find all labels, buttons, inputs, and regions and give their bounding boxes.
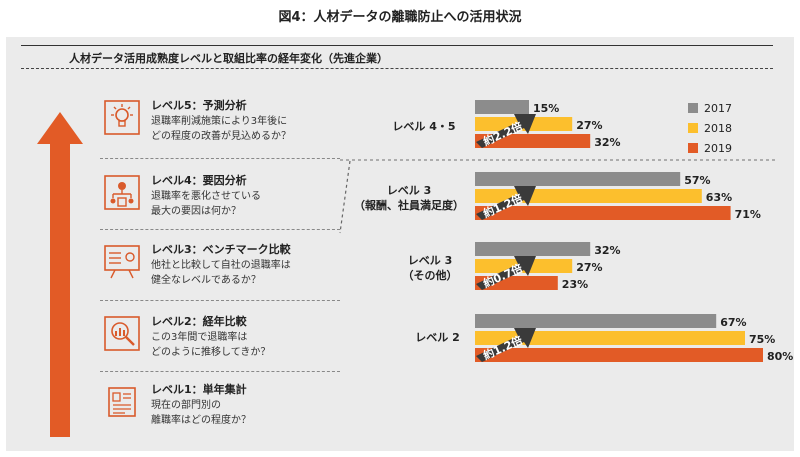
header-rule [21, 45, 773, 46]
level-divider [100, 158, 340, 159]
bar-value-label: 27% [576, 119, 602, 132]
bar-2017 [475, 172, 681, 186]
level-4-name: レベル4：要因分析 [151, 174, 247, 187]
bar-2018 [475, 331, 745, 345]
level-divider [100, 300, 340, 301]
legend-swatch [688, 103, 698, 113]
bar-value-label: 75% [749, 333, 775, 346]
bar-value-label: 67% [720, 316, 746, 329]
level-3-desc-line1: 他社と比較して自社の退職率は [151, 260, 291, 271]
category-label-line1: レベル 2 [415, 331, 460, 344]
ratio-arrow-icon [476, 256, 536, 290]
level-5-desc: 退職率削減施策により3年後に どの程度の改善が見込めるか？ [151, 114, 291, 144]
legend-label: 2017 [704, 101, 732, 115]
category-label-line1: レベル 3 [407, 254, 453, 267]
category-label-line1: レベル 3 [386, 184, 432, 197]
category-label: レベル 4・5 [375, 119, 473, 134]
bar-value-label: 63% [706, 191, 732, 204]
bar-value-label: 32% [594, 244, 620, 257]
bar-2019 [475, 348, 763, 362]
category-label: レベル 2 [400, 330, 475, 345]
ratio-arrow-icon [476, 186, 536, 220]
bar-value-label: 57% [684, 174, 710, 187]
magnifier-chart-icon [104, 316, 140, 351]
level-divider [100, 229, 340, 230]
chart-subtitle: 人材データ活用成熟度レベルと取組比率の経年変化（先進企業） [69, 52, 388, 65]
lightbulb-icon [104, 100, 140, 135]
level-2-desc: この3年間で退職率は どのように推移してきか？ [151, 330, 270, 360]
level-3-name: レベル3：ベンチマーク比較 [151, 243, 291, 256]
category-label: レベル 3 （報酬、社員満足度） [345, 183, 473, 213]
category-label: レベル 3 （その他） [385, 253, 475, 283]
presentation-board-icon [104, 245, 140, 279]
level-1-desc-line1: 現在の部門別の [151, 400, 221, 411]
bar-value-label: 27% [576, 261, 602, 274]
figure-title: 図4：人材データの離職防止への活用状況 [278, 10, 522, 25]
level-divider [100, 371, 340, 372]
level-5-desc-line1: 退職率削減施策により3年後に [151, 116, 288, 127]
level-4-desc: 退職率を悪化させている 最大の要因は何か？ [151, 189, 261, 219]
legend-item: 2018 [688, 118, 732, 138]
maturity-arrow-icon [37, 112, 83, 437]
hierarchy-icon [104, 175, 140, 210]
bar-value-label: 80% [767, 350, 793, 363]
category-label-line2: （その他） [402, 269, 458, 282]
level-3-desc-line2: 健全なレベルであるか？ [151, 275, 261, 286]
legend-label: 2018 [704, 121, 732, 135]
bar-2019 [475, 206, 731, 220]
category-label-line2: （報酬、社員満足度） [354, 199, 464, 212]
bar-2017 [475, 100, 529, 114]
legend-swatch [688, 123, 698, 133]
category-label-line1: レベル 4・5 [392, 120, 456, 133]
level-2-name: レベル2：経年比較 [151, 315, 247, 328]
legend-label: 2019 [704, 141, 732, 155]
chart-legend: 2017 2018 2019 [688, 98, 732, 158]
level-1-desc-line2: 離職率はどの程度か？ [151, 415, 251, 426]
bar-value-label: 32% [594, 136, 620, 149]
legend-swatch [688, 143, 698, 153]
level-5-name: レベル5：予測分析 [151, 99, 247, 112]
figure-panel [6, 37, 794, 451]
legend-item: 2019 [688, 138, 732, 158]
ratio-arrow-icon [476, 328, 536, 362]
level-2-desc-line2: どのように推移してきか？ [151, 347, 271, 358]
chart-divider-line [340, 159, 775, 161]
ratio-arrow-icon [476, 114, 536, 148]
header-dashed-rule [21, 68, 773, 69]
bar-value-label: 15% [533, 102, 559, 115]
bar-2017 [475, 242, 591, 256]
bar-value-label: 23% [562, 278, 588, 291]
bar-value-label: 71% [735, 208, 761, 221]
document-icon [108, 387, 136, 417]
legend-item: 2017 [688, 98, 732, 118]
level-1-name: レベル1：単年集計 [151, 383, 247, 396]
connector-dashed-line [339, 160, 351, 234]
level-5-desc-line2: どの程度の改善が見込めるか？ [151, 131, 291, 142]
level-4-desc-line2: 最大の要因は何か？ [151, 206, 241, 217]
level-4-desc-line1: 退職率を悪化させている [151, 191, 261, 202]
level-1-desc: 現在の部門別の 離職率はどの程度か？ [151, 398, 251, 428]
level-3-desc: 他社と比較して自社の退職率は 健全なレベルであるか？ [151, 258, 291, 288]
bar-2017 [475, 314, 717, 328]
level-2-desc-line1: この3年間で退職率は [151, 332, 248, 343]
